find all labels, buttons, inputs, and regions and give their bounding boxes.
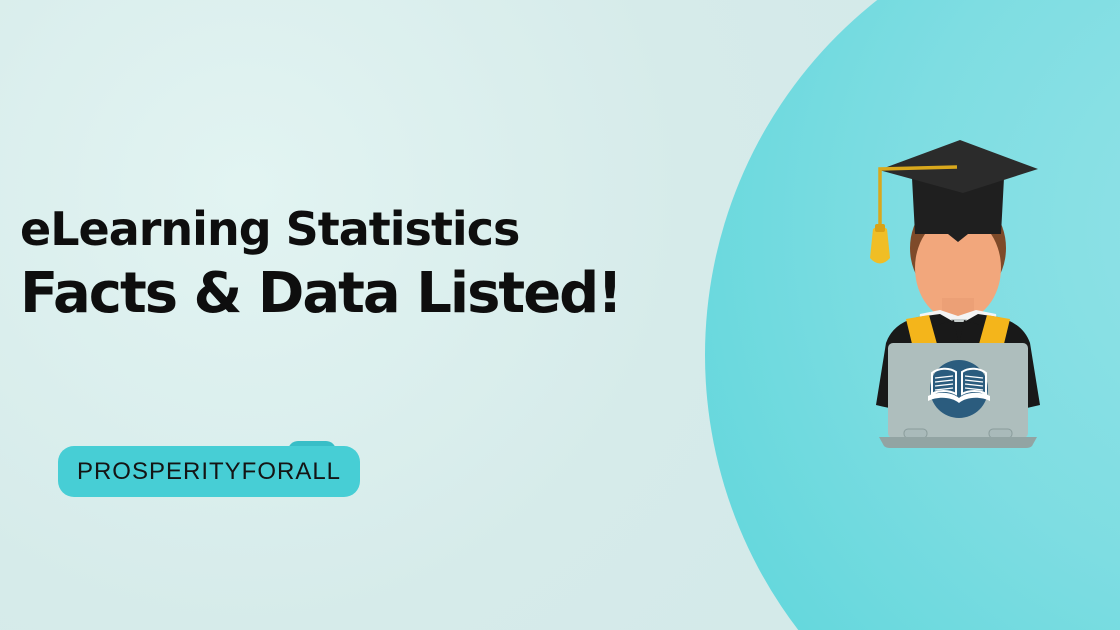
cap-band — [912, 178, 1004, 242]
cap-board — [879, 140, 1038, 193]
graduate-illustration — [870, 140, 1040, 448]
logo-circle — [930, 360, 988, 418]
headline-block: eLearning Statistics Facts & Data Listed… — [20, 202, 623, 326]
open-book-icon — [928, 367, 990, 403]
laptop-foot-left — [903, 428, 928, 439]
tassel — [870, 226, 890, 264]
tassel-cord — [878, 165, 958, 229]
laptop-foot-right — [988, 428, 1013, 439]
brand-badge[interactable]: PROSPERITYFORALL — [58, 446, 360, 497]
laptop-base — [879, 437, 1037, 448]
headline-subtitle: eLearning Statistics — [20, 202, 520, 256]
stole-left — [906, 315, 937, 348]
tassel-knot — [875, 224, 885, 232]
stole-right — [979, 315, 1010, 348]
brand-badge-label: PROSPERITYFORALL — [76, 457, 342, 485]
face — [915, 215, 1001, 321]
headline-title: Facts & Data Listed! — [20, 260, 623, 326]
